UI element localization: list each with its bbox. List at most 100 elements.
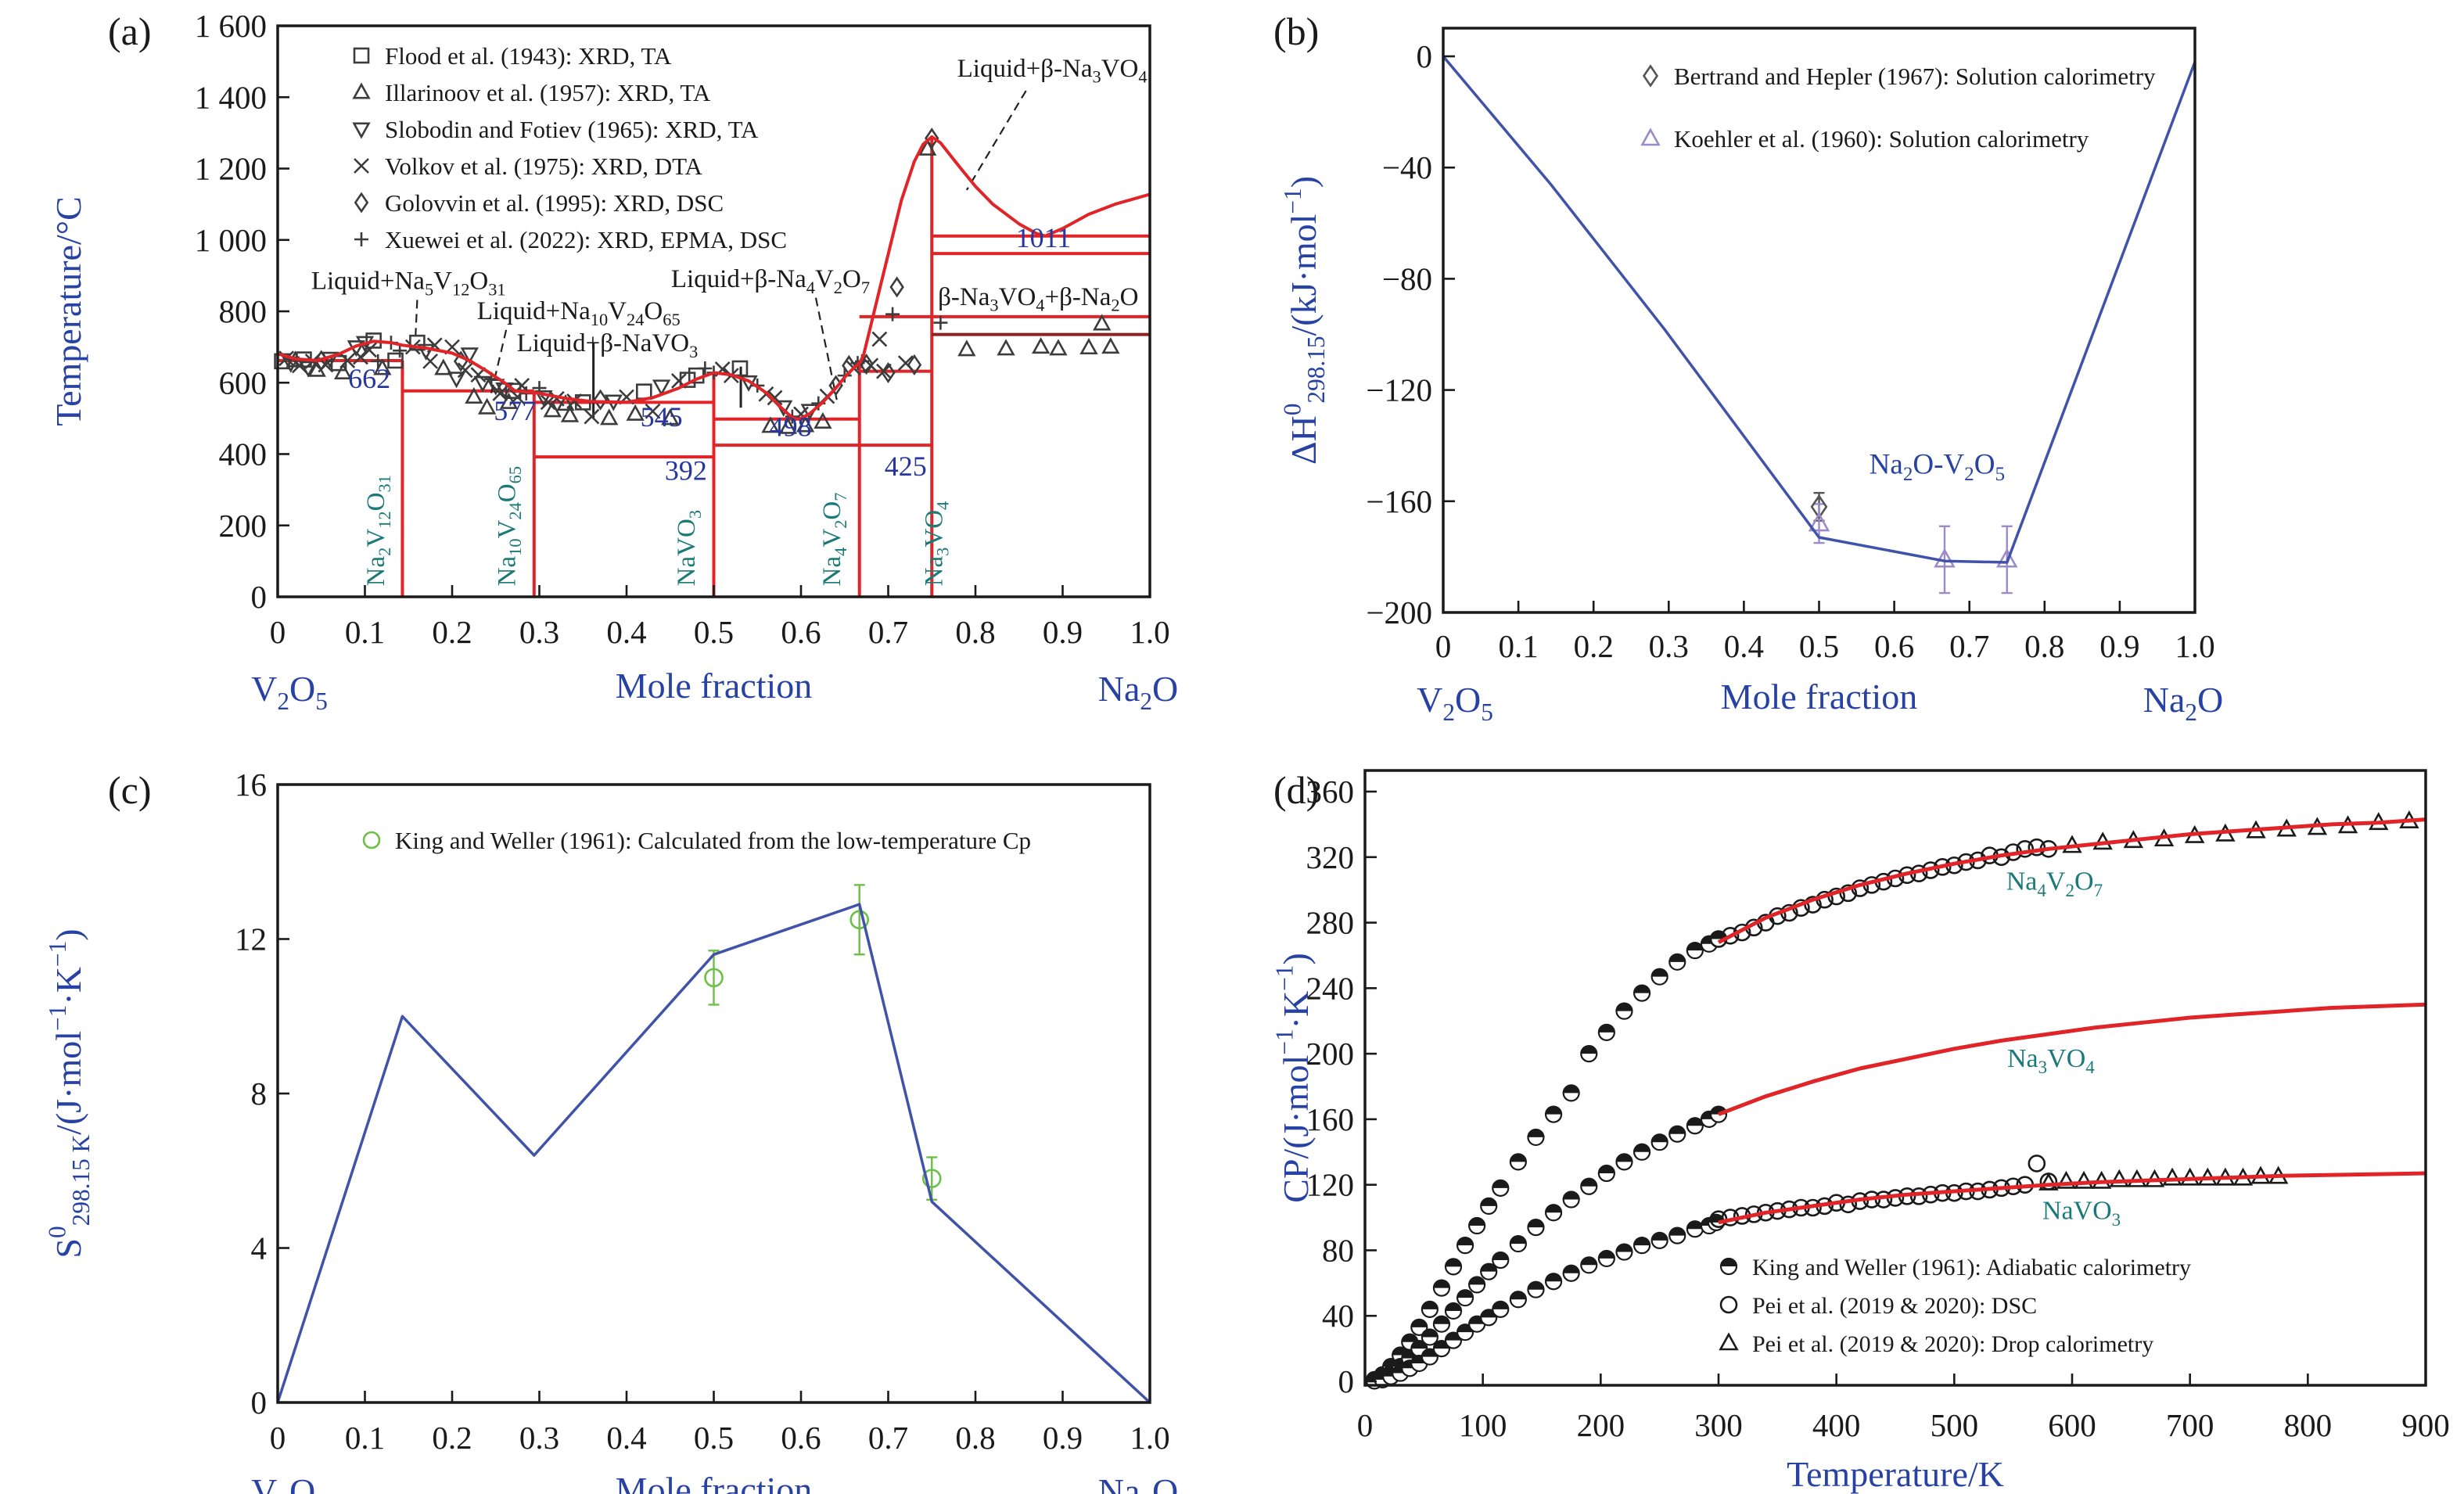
x-tick-label: 0.4 <box>1724 628 1764 664</box>
marker-x <box>540 394 556 411</box>
x-tick-label: 0.8 <box>955 1420 995 1456</box>
marker-oh <box>1444 1331 1463 1349</box>
annotation: Na2O-V2O5 <box>1870 448 2005 485</box>
marker-oh <box>1615 1243 1633 1261</box>
x-tick-label: 0.2 <box>432 614 472 650</box>
y-axis-title: ΔH0298.15/(kJ·mol−1) <box>1279 176 1330 465</box>
y-tick-label: 80 <box>1322 1232 1354 1268</box>
marker-s <box>635 383 652 400</box>
marker-t <box>626 404 645 421</box>
x-tick-label: 0.8 <box>955 614 995 650</box>
marker-oh <box>1686 942 1704 960</box>
y-tick-label: 800 <box>219 293 268 329</box>
x-axis-title: Mole fraction <box>1721 677 1918 716</box>
marker-o <box>1839 1195 1858 1214</box>
marker-t <box>918 138 937 156</box>
marker-oh <box>1480 1197 1498 1215</box>
series-na4v2o7-adiabatic <box>1365 930 1728 1389</box>
y-axis-title: S0298.15 K/(J·mol−1·K−1) <box>44 928 95 1258</box>
x-axis-right-end-label: Na2O <box>1098 669 1179 715</box>
x-tick-label: 300 <box>1694 1407 1743 1443</box>
marker-oh <box>1686 1220 1704 1238</box>
marker-s <box>387 352 404 369</box>
x-tick-label: 1.0 <box>1130 614 1169 650</box>
marker-x <box>457 362 473 379</box>
y-tick-label: 1 600 <box>195 8 267 44</box>
label-leader-line <box>814 297 838 400</box>
y-tick-label: 0 <box>251 579 268 615</box>
panel-a: 0 0.1 0.2 0.3 0.4 0.5 0.6 0.7 0.8 0.9 1.0 0 200 400 60… <box>48 8 1178 715</box>
x-tick-label: 0 <box>270 614 286 650</box>
y-tick-label: 8 <box>251 1076 268 1112</box>
annotation: Na10V24O65 <box>493 466 525 586</box>
marker-oh <box>1632 1143 1651 1161</box>
marker-o <box>2016 840 2035 858</box>
marker-oh <box>1509 1234 1527 1253</box>
marker-oh <box>1456 1289 1474 1307</box>
x-tick-label: 0.5 <box>694 1420 734 1456</box>
marker-v <box>321 351 339 368</box>
marker-oh <box>1432 1279 1451 1297</box>
marker-oh <box>1468 1216 1486 1235</box>
curve-liquidus <box>277 135 1151 421</box>
x-tick-label: 0.4 <box>606 614 646 650</box>
y-tick-label: 1 000 <box>195 222 267 258</box>
curve-enthalpy-of-mixing <box>1442 55 2196 564</box>
marker-t <box>778 417 797 434</box>
marker-d <box>925 127 939 149</box>
y-tick-label: 0 <box>1417 38 1433 74</box>
marker-oh <box>1456 1237 1474 1255</box>
label-leader-line <box>415 300 418 337</box>
marker-t <box>761 416 780 433</box>
marker-oh <box>1444 1258 1463 1276</box>
series-na3vo4-adiabatic <box>1365 1105 1728 1390</box>
marker-t <box>1093 314 1112 331</box>
x-tick-label: 0.7 <box>1949 628 1989 664</box>
marker-x <box>584 408 600 425</box>
marker-t <box>796 415 815 433</box>
marker-oh <box>1527 1280 1545 1298</box>
marker-v <box>652 379 671 397</box>
legend-label: Xuewei et al. (2022): XRD, EPMA, DSC <box>385 226 787 253</box>
x-tick-label: 0.4 <box>606 1420 646 1456</box>
x-tick-label: 100 <box>1459 1407 1507 1443</box>
annotation: 425 <box>885 451 927 482</box>
marker-t <box>1995 548 2018 568</box>
marker-oh <box>1650 1231 1668 1249</box>
marker-oh <box>1444 1302 1463 1320</box>
x-tick-label: 0.1 <box>345 614 385 650</box>
x-tick-label: 600 <box>2048 1407 2096 1443</box>
x-tick-label: 0.3 <box>1649 628 1689 664</box>
marker-oh <box>1492 1251 1510 1270</box>
marker-oh <box>1615 1002 1633 1020</box>
marker-t <box>1079 337 1098 355</box>
annotation: 392 <box>665 454 707 486</box>
x-tick-label: 0.9 <box>1043 1420 1083 1456</box>
marker-t <box>560 405 580 422</box>
legend-label: Illarinoov et al. (1957): XRD, TA <box>385 79 711 106</box>
marker-x <box>871 331 888 347</box>
marker-oh <box>1615 1153 1633 1171</box>
marker-oh <box>1650 1133 1668 1151</box>
curve-entropy-of-mixing <box>276 903 1151 1404</box>
error-bar <box>853 884 865 956</box>
marker-oh <box>1492 1300 1510 1318</box>
x-tick-label: 200 <box>1577 1407 1625 1443</box>
marker-p <box>885 307 900 321</box>
y-tick-label: 200 <box>219 508 268 544</box>
x-axis-title: Mole fraction <box>616 666 813 706</box>
series-king-weller-points <box>704 910 942 1188</box>
panel-letter: (c) <box>108 768 152 812</box>
marker-t <box>1049 339 1068 356</box>
marker-t <box>434 358 453 375</box>
marker-oh <box>1668 1226 1686 1244</box>
marker-d <box>593 389 608 411</box>
x-tick-label: 900 <box>2401 1407 2450 1443</box>
x-tick-label: 0.2 <box>432 1420 472 1456</box>
x-tick-label: 0.5 <box>694 614 734 650</box>
marker-t <box>465 386 483 404</box>
legend-label: Golovvin et al. (1995): XRD, DSC <box>385 189 724 217</box>
y-tick-label: −80 <box>1382 260 1432 296</box>
marker-oh <box>1562 1264 1580 1282</box>
